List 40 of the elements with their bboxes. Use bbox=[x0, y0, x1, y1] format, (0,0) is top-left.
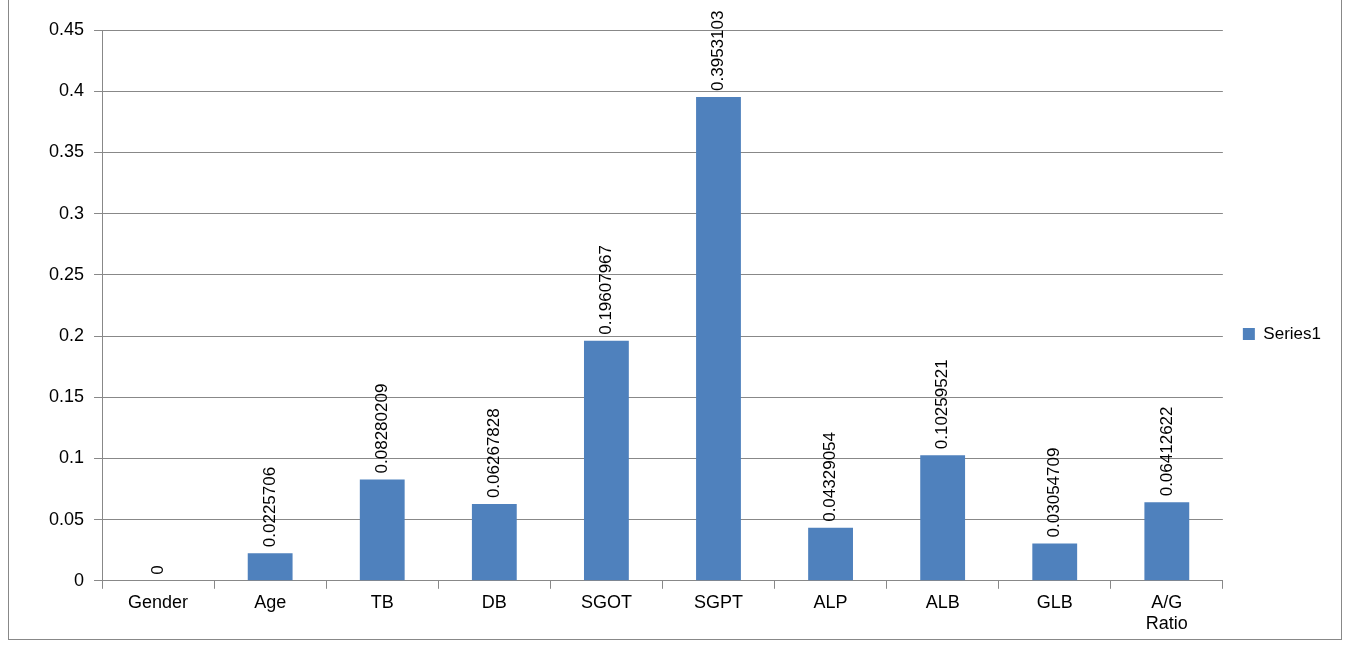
data-label: 0.06412622 bbox=[1156, 406, 1176, 497]
x-tick-label: SGPT bbox=[693, 591, 743, 612]
data-label: 0.06267828 bbox=[484, 408, 504, 499]
x-tick-label: ALP bbox=[813, 591, 848, 612]
data-label: 0.19607967 bbox=[596, 244, 616, 335]
bar bbox=[920, 455, 966, 581]
data-label: 0 bbox=[147, 565, 167, 575]
y-tick-label: 0.25 bbox=[48, 263, 85, 284]
y-tick-label: 0.35 bbox=[48, 141, 85, 162]
bar bbox=[359, 479, 405, 581]
bar bbox=[808, 527, 853, 581]
data-label: 0.04329054 bbox=[820, 431, 840, 522]
data-label: 0.3953103 bbox=[708, 10, 728, 91]
x-tick-label: TB bbox=[370, 591, 394, 612]
bar bbox=[583, 340, 629, 581]
y-tick-label: 0.3 bbox=[59, 202, 85, 223]
y-tick-label: 0.4 bbox=[59, 80, 85, 101]
x-tick-label: A/G Ratio bbox=[1145, 591, 1188, 634]
legend-label: Series1 bbox=[1263, 323, 1321, 343]
data-label: 0.08280209 bbox=[371, 383, 391, 474]
bar bbox=[247, 553, 293, 581]
bar bbox=[1144, 502, 1190, 581]
bar bbox=[1032, 543, 1078, 581]
x-tick-label: ALB bbox=[925, 591, 960, 612]
x-tick-label: GLB bbox=[1036, 591, 1073, 612]
y-tick-label: 0.05 bbox=[48, 508, 85, 529]
x-tick-label: Age bbox=[254, 591, 287, 612]
x-tick-label: SGOT bbox=[580, 591, 632, 612]
y-tick-label: 0 bbox=[74, 569, 85, 590]
y-tick-label: 0.2 bbox=[59, 324, 85, 345]
data-label: 0.03054709 bbox=[1044, 447, 1064, 538]
y-tick-label: 0.1 bbox=[59, 447, 85, 468]
bar bbox=[696, 96, 741, 581]
bar bbox=[471, 504, 517, 581]
x-tick-label: DB bbox=[481, 591, 507, 612]
x-tick-label: Gender bbox=[128, 591, 189, 612]
y-tick-label: 0.15 bbox=[48, 386, 85, 407]
y-tick-label: 0.45 bbox=[48, 18, 85, 39]
data-label: 0.10259521 bbox=[932, 359, 952, 450]
data-label: 0.0225706 bbox=[259, 466, 279, 548]
